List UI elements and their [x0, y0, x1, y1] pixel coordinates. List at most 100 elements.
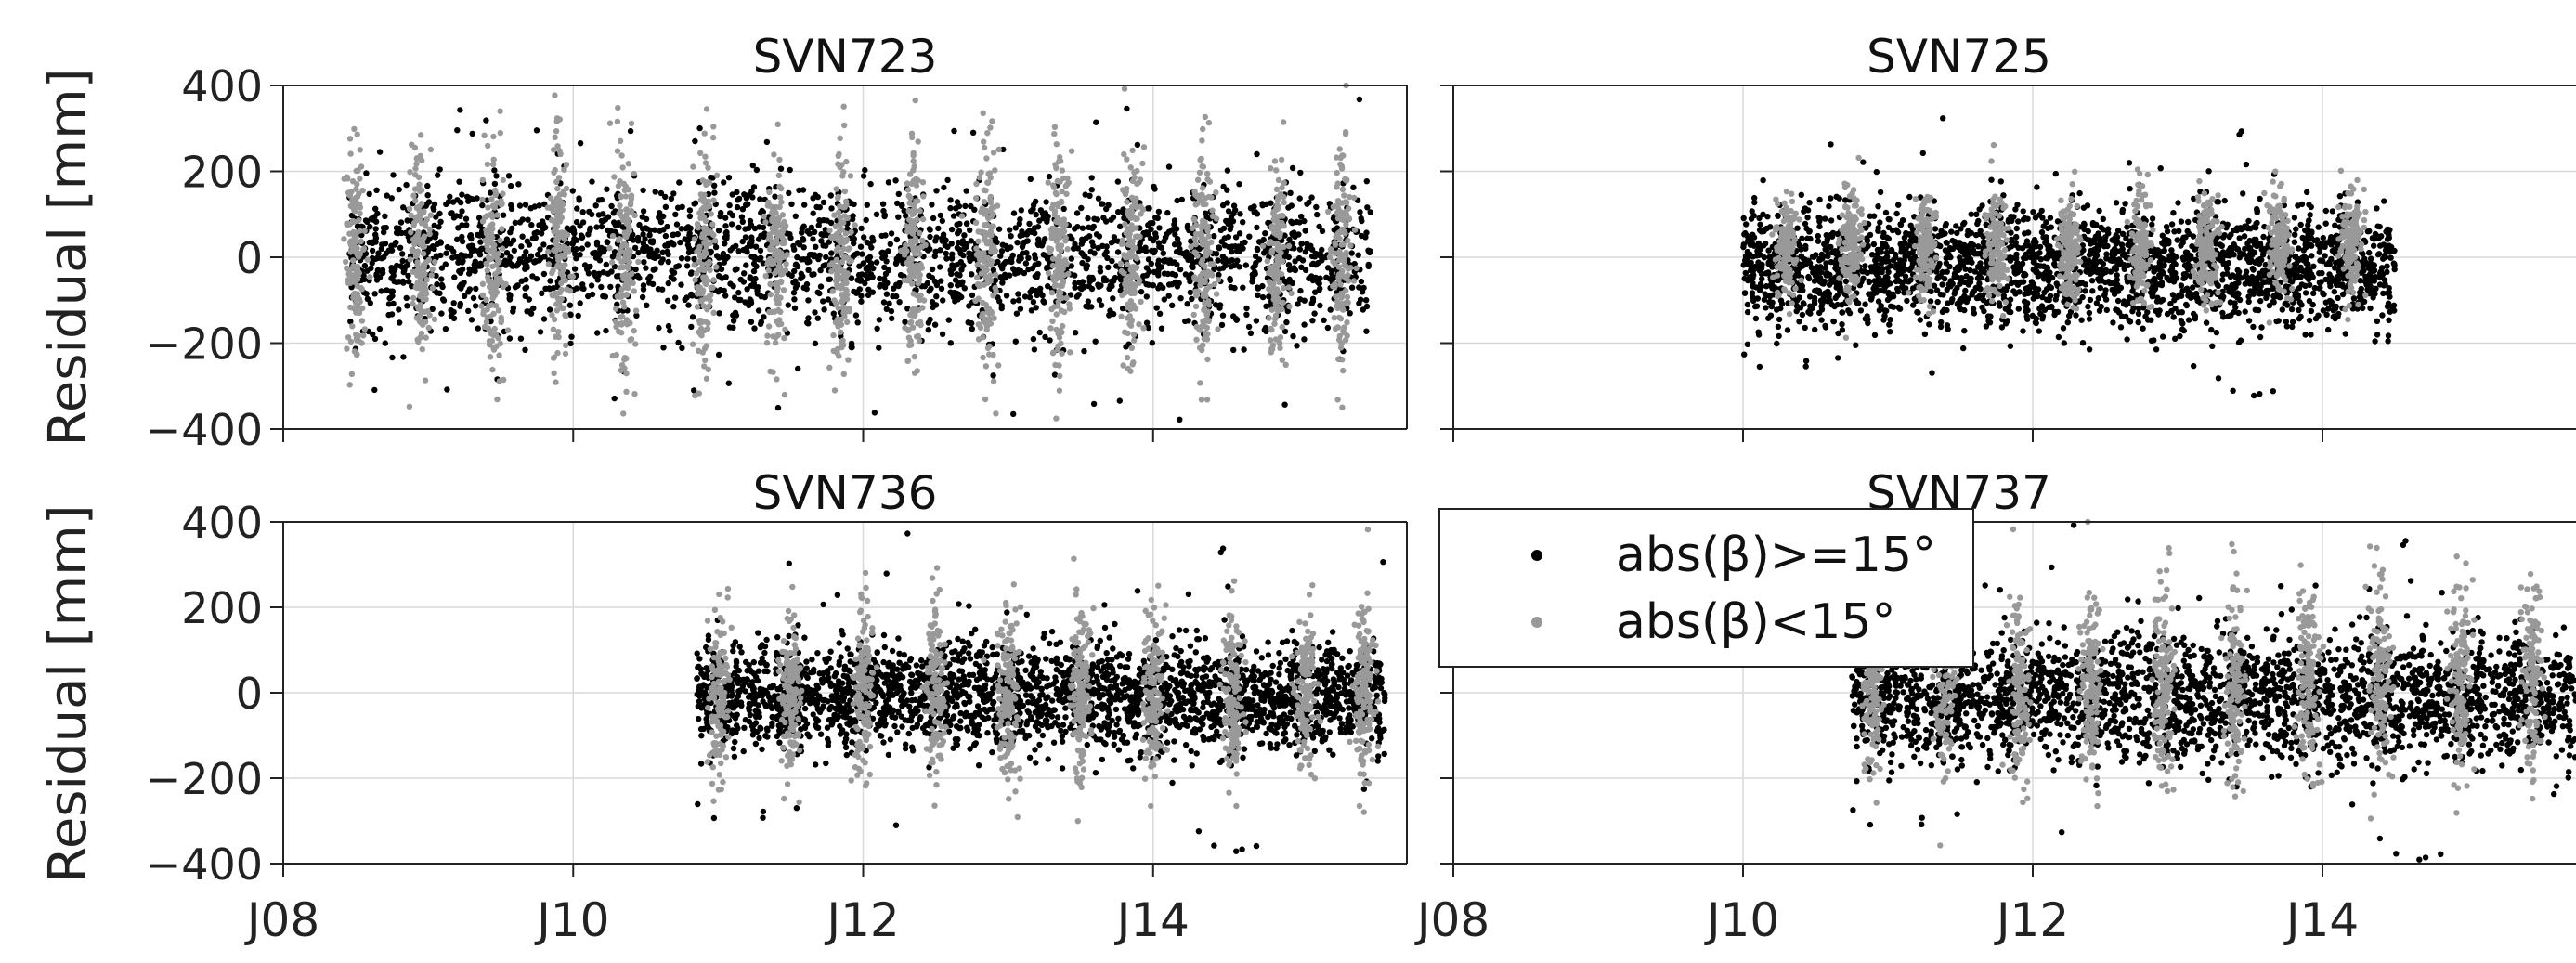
point-beta-ge-15	[394, 280, 399, 285]
point-beta-lt-15	[766, 267, 772, 273]
point-beta-lt-15	[1280, 358, 1285, 363]
point-beta-lt-15	[776, 157, 782, 163]
point-beta-ge-15	[434, 290, 439, 295]
point-beta-lt-15	[349, 371, 355, 377]
point-beta-ge-15	[1315, 260, 1321, 266]
point-beta-lt-15	[712, 238, 718, 243]
point-beta-lt-15	[349, 323, 355, 329]
point-beta-lt-15	[497, 238, 502, 243]
point-beta-ge-15	[714, 253, 720, 258]
point-beta-ge-15	[1074, 293, 1080, 299]
point-beta-ge-15	[1297, 246, 1303, 252]
point-beta-ge-15	[1297, 288, 1303, 293]
point-beta-ge-15	[1156, 243, 1162, 249]
point-beta-ge-15	[740, 239, 746, 244]
point-beta-ge-15	[513, 284, 518, 290]
point-beta-ge-15	[1229, 284, 1234, 290]
point-beta-ge-15	[1096, 196, 1101, 202]
point-beta-ge-15	[849, 345, 854, 350]
point-beta-ge-15	[1241, 346, 1246, 352]
point-beta-lt-15	[563, 351, 568, 357]
point-beta-ge-15	[1308, 273, 1314, 279]
point-beta-ge-15	[1074, 224, 1080, 229]
point-beta-ge-15	[858, 293, 864, 298]
point-beta-lt-15	[562, 191, 567, 197]
point-beta-ge-15	[759, 319, 764, 325]
point-beta-lt-15	[553, 224, 558, 229]
point-beta-ge-15	[640, 231, 645, 237]
point-beta-ge-15	[598, 284, 604, 290]
point-beta-ge-15	[462, 253, 467, 258]
point-beta-ge-15	[805, 297, 811, 303]
point-beta-lt-15	[764, 332, 770, 338]
point-beta-lt-15	[988, 232, 994, 238]
point-beta-ge-15	[388, 265, 394, 270]
point-beta-ge-15	[509, 226, 514, 231]
point-beta-lt-15	[623, 389, 629, 395]
point-beta-ge-15	[793, 285, 799, 291]
point-beta-lt-15	[1268, 349, 1274, 355]
point-beta-lt-15	[1051, 131, 1057, 137]
point-beta-lt-15	[909, 218, 915, 224]
point-beta-ge-15	[1360, 306, 1366, 312]
point-beta-lt-15	[1346, 278, 1351, 283]
point-beta-lt-15	[1199, 260, 1204, 266]
point-beta-ge-15	[864, 217, 869, 223]
point-beta-lt-15	[766, 323, 772, 329]
point-beta-ge-15	[943, 251, 949, 256]
point-beta-ge-15	[685, 302, 691, 307]
point-beta-ge-15	[896, 299, 902, 305]
point-beta-ge-15	[948, 340, 954, 345]
point-beta-lt-15	[354, 351, 359, 357]
point-beta-lt-15	[430, 285, 436, 291]
point-beta-lt-15	[1333, 326, 1338, 332]
point-beta-lt-15	[836, 194, 841, 200]
point-beta-ge-15	[1818, 317, 1824, 322]
point-beta-ge-15	[397, 187, 402, 192]
point-beta-lt-15	[430, 267, 436, 272]
point-beta-ge-15	[1098, 268, 1103, 274]
point-beta-ge-15	[738, 277, 744, 282]
point-beta-ge-15	[1297, 170, 1303, 176]
point-beta-ge-15	[1310, 296, 1316, 302]
point-beta-lt-15	[414, 281, 420, 287]
point-beta-lt-15	[1286, 243, 1292, 249]
point-beta-lt-15	[914, 306, 919, 312]
point-beta-ge-15	[1174, 249, 1179, 254]
point-beta-ge-15	[1027, 289, 1033, 294]
y-tick-label: −200	[146, 319, 263, 370]
point-beta-ge-15	[1156, 225, 1162, 230]
point-beta-ge-15	[758, 248, 763, 254]
point-beta-lt-15	[838, 136, 843, 141]
point-beta-ge-15	[574, 219, 579, 225]
point-beta-ge-15	[512, 248, 517, 254]
point-beta-lt-15	[1193, 337, 1199, 343]
point-beta-ge-15	[1236, 181, 1242, 187]
point-beta-lt-15	[623, 371, 629, 376]
point-beta-ge-15	[962, 285, 968, 291]
point-beta-lt-15	[1133, 225, 1138, 230]
point-beta-lt-15	[1275, 203, 1281, 209]
point-beta-ge-15	[969, 326, 975, 332]
point-beta-ge-15	[663, 204, 669, 210]
point-beta-ge-15	[640, 294, 645, 300]
point-beta-ge-15	[859, 251, 865, 256]
point-beta-lt-15	[984, 241, 990, 246]
point-beta-lt-15	[690, 342, 696, 347]
point-beta-ge-15	[375, 267, 381, 273]
point-beta-lt-15	[423, 296, 428, 302]
point-beta-lt-15	[980, 355, 985, 360]
point-beta-ge-15	[811, 211, 816, 216]
point-beta-lt-15	[616, 255, 621, 261]
point-beta-ge-15	[1222, 242, 1228, 248]
point-beta-lt-15	[1279, 220, 1284, 226]
point-beta-ge-15	[1367, 250, 1373, 255]
point-beta-lt-15	[977, 175, 982, 180]
point-beta-lt-15	[545, 249, 551, 254]
point-beta-ge-15	[1144, 293, 1150, 299]
point-beta-ge-15	[658, 259, 664, 265]
point-beta-lt-15	[488, 354, 493, 359]
point-beta-lt-15	[777, 194, 783, 200]
point-beta-ge-15	[1156, 209, 1162, 215]
point-beta-ge-15	[614, 273, 619, 279]
